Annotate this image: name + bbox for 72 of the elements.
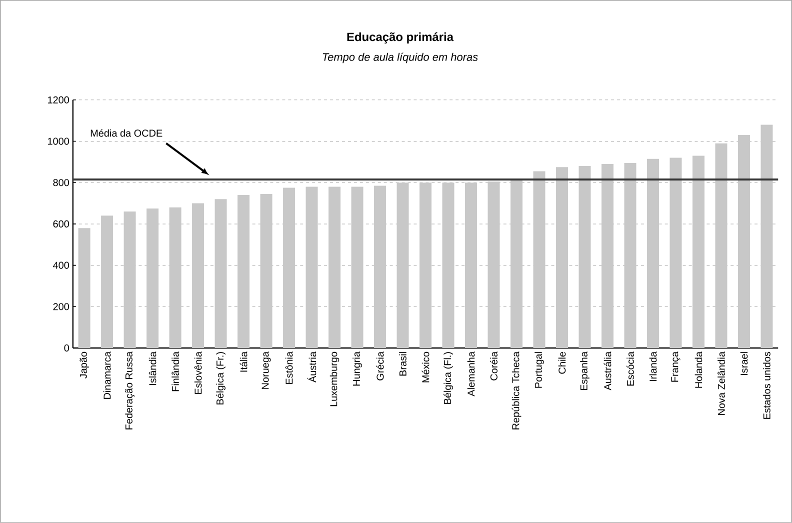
bar — [646, 158, 659, 348]
chart-subtitle: Tempo de aula líquido em horas — [322, 52, 478, 64]
bar — [124, 212, 136, 348]
x-tick-label: Holanda — [694, 352, 702, 388]
bar — [715, 143, 728, 348]
bar — [624, 162, 636, 348]
bar — [465, 182, 478, 348]
x-tick-label: Grécia — [376, 352, 384, 380]
bar — [692, 156, 704, 348]
bar — [78, 228, 90, 348]
bar — [396, 182, 409, 348]
y-tick-label: 1000 — [48, 138, 70, 145]
x-tick-label: Austrália — [604, 352, 612, 390]
bar — [283, 188, 296, 348]
bar — [328, 186, 341, 348]
x-tick-label: Chile — [558, 352, 566, 374]
x-tick-label: França — [671, 352, 680, 382]
x-tick-label: Estônia — [285, 352, 293, 384]
bar — [169, 207, 182, 348]
x-tick-label: Coréia — [490, 352, 498, 380]
x-tick-label: Eslovênia — [194, 352, 202, 394]
x-tick-label: Bélgica (Fl.) — [444, 352, 453, 404]
x-tick-label: Escócia — [626, 352, 634, 386]
chart-title: Educação primária — [347, 32, 454, 44]
bar — [146, 208, 159, 348]
y-tick-label: 200 — [53, 303, 70, 310]
x-tick-label: Brasil — [399, 352, 406, 376]
x-tick-label: Bélgica (Fr.) — [216, 352, 226, 404]
y-tick-label: 600 — [53, 220, 70, 228]
x-tick-label: Itália — [240, 352, 248, 372]
ref-line-label: Média da OCDE — [90, 129, 162, 137]
bar — [214, 199, 227, 348]
x-tick-label: Dinamarca — [103, 352, 111, 399]
x-tick-label: Islândia — [148, 352, 156, 385]
x-tick-label: Israel — [740, 352, 748, 375]
bar — [420, 182, 432, 348]
x-tick-label: Áustria — [307, 352, 316, 383]
bar — [533, 171, 546, 348]
x-tick-label: México — [422, 352, 430, 382]
bar — [374, 186, 386, 348]
x-tick-label: Luxemburgo — [330, 352, 340, 406]
x-tick-label: Noruega — [262, 352, 271, 389]
bar — [442, 182, 454, 348]
y-tick-label: 400 — [53, 262, 70, 269]
y-tick-label: 1200 — [48, 96, 70, 104]
x-tick-label: Irlanda — [649, 352, 657, 382]
bar — [510, 180, 523, 348]
bar — [556, 167, 568, 348]
x-tick-label: Espanha — [580, 352, 590, 390]
x-tick-label: Alemanha — [467, 352, 475, 396]
x-tick-label: Hungria — [352, 352, 362, 386]
x-tick-label: Japão — [80, 352, 89, 379]
y-tick-label: 0 — [64, 344, 70, 352]
x-tick-label: Estados unidos — [763, 352, 770, 419]
bar — [488, 182, 500, 348]
bar — [670, 158, 682, 348]
x-tick-label: Nova Zelândia — [718, 352, 725, 415]
y-tick-label: 800 — [53, 179, 70, 186]
bar — [192, 203, 204, 348]
x-tick-label: Federação Russa — [125, 352, 134, 430]
x-tick-label: República Tcheca — [512, 352, 522, 430]
bar — [760, 124, 773, 348]
bar — [601, 164, 614, 348]
bar — [238, 195, 250, 348]
bar — [260, 194, 272, 348]
bar — [738, 135, 750, 348]
bar — [306, 186, 318, 348]
x-tick-label: Finlândia — [172, 352, 179, 392]
bar — [351, 186, 364, 348]
bar — [578, 166, 591, 348]
bar — [101, 216, 114, 348]
x-tick-label: Portugal — [534, 352, 544, 388]
